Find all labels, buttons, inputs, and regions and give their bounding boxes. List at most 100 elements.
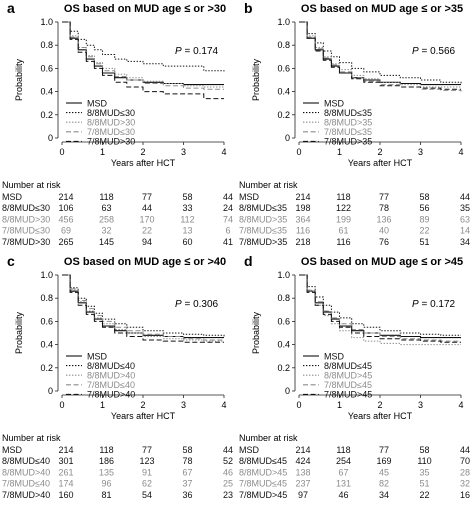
risk-value: 77: [142, 192, 152, 202]
risk-value: 37: [182, 479, 192, 489]
legend-label: 8/8MUD≤40: [87, 361, 135, 371]
risk-value: 63: [101, 203, 111, 213]
risk-value: 16: [460, 490, 470, 500]
x-tick-label: 2: [140, 147, 145, 157]
risk-value: 23: [223, 490, 233, 500]
legend-label: MSD: [324, 351, 345, 361]
y-tick-label: 0.4: [277, 340, 290, 350]
risk-value: 61: [338, 226, 348, 236]
risk-value: 106: [58, 203, 73, 213]
risk-value: 123: [139, 456, 154, 466]
risk-value: 77: [379, 445, 389, 455]
y-tick-label: 0.2: [277, 110, 290, 120]
risk-value: 135: [99, 467, 114, 477]
risk-value: 118: [99, 192, 113, 202]
x-tick-label: 2: [140, 400, 145, 410]
risk-value: 44: [142, 203, 152, 213]
legend-label: 7/8MUD>30: [87, 137, 135, 147]
risk-row-label: 8/8MUD>30: [2, 214, 50, 224]
risk-value: 40: [379, 226, 389, 236]
risk-value: 22: [419, 490, 429, 500]
y-tick-label: 0: [285, 133, 290, 143]
y-tick-label: 0: [285, 386, 290, 396]
risk-row-label: MSD: [2, 192, 23, 202]
p-value: P = 0.566: [412, 46, 456, 57]
risk-value: 46: [223, 467, 233, 477]
risk-value: 13: [182, 226, 192, 236]
risk-value: 76: [379, 237, 389, 247]
x-tick-label: 4: [221, 400, 226, 410]
y-tick-label: 0.8: [277, 293, 290, 303]
risk-value: 112: [180, 214, 194, 224]
series-line-5: [299, 21, 461, 90]
x-tick-label: 0: [59, 400, 64, 410]
risk-value: 78: [379, 203, 389, 213]
y-axis-label: Probability: [14, 58, 24, 101]
series-line-2: [62, 21, 225, 72]
y-tick-label: 0.4: [40, 340, 53, 350]
risk-value: 214: [58, 192, 73, 202]
x-tick-label: 1: [337, 147, 342, 157]
risk-value: 265: [58, 237, 73, 247]
risk-table-heading: Number at risk: [2, 180, 61, 190]
x-axis-label: Years after HCT: [111, 158, 176, 168]
risk-value: 56: [419, 203, 429, 213]
risk-value: 70: [460, 456, 470, 466]
y-tick-label: 1.0: [277, 17, 290, 27]
x-tick-label: 1: [100, 400, 105, 410]
risk-value: 32: [101, 226, 111, 236]
chart-title: OS based on MUD age ≤ or >35: [301, 3, 463, 15]
risk-value: 41: [223, 237, 233, 247]
legend-label: MSD: [87, 98, 108, 108]
risk-table-heading: Number at risk: [239, 180, 298, 190]
x-axis-label: Years after HCT: [348, 158, 413, 168]
risk-value: 45: [379, 467, 389, 477]
risk-value: 254: [336, 456, 351, 466]
risk-value: 116: [296, 226, 310, 236]
risk-value: 118: [336, 192, 350, 202]
risk-value: 77: [379, 192, 389, 202]
x-tick-label: 1: [337, 400, 342, 410]
series-line-5: [299, 274, 461, 343]
y-axis-label: Probability: [251, 58, 261, 101]
risk-value: 62: [142, 479, 152, 489]
risk-value: 60: [182, 237, 192, 247]
risk-value: 214: [295, 192, 310, 202]
chart-title: OS based on MUD age ≤ or >45: [301, 256, 463, 268]
risk-value: 25: [223, 479, 233, 489]
legend-label: 8/8MUD≤35: [324, 108, 372, 118]
p-value: P = 0.306: [175, 299, 219, 310]
risk-value: 301: [58, 456, 73, 466]
risk-value: 6: [225, 226, 230, 236]
risk-value: 51: [419, 237, 429, 247]
panel-letter: b: [244, 0, 253, 16]
x-tick-label: 1: [100, 147, 105, 157]
risk-value: 44: [460, 192, 470, 202]
x-tick-label: 2: [377, 147, 382, 157]
risk-row-label: 8/8MUD>45: [239, 467, 287, 477]
panel-d: d OS based on MUD age ≤ or >45 0 0.2 0.4 0.6 0…: [239, 253, 470, 500]
legend-label: MSD: [87, 351, 108, 361]
panel-b: b OS based on MUD age ≤ or >35 0 0.2 0.4 0.6 0…: [239, 0, 470, 247]
risk-value: 54: [142, 490, 152, 500]
series-line-3: [299, 21, 461, 88]
y-tick-label: 0.8: [40, 293, 53, 303]
y-tick-label: 0.8: [40, 40, 53, 50]
risk-row-label: 7/8MUD>45: [239, 490, 287, 500]
y-axis-label: Probability: [251, 311, 261, 354]
risk-value: 58: [182, 445, 192, 455]
risk-value: 69: [61, 226, 71, 236]
risk-value: 94: [142, 237, 152, 247]
risk-value: 44: [460, 445, 470, 455]
x-tick-label: 4: [458, 400, 463, 410]
panel-letter: d: [244, 253, 253, 269]
risk-value: 58: [419, 445, 429, 455]
risk-value: 186: [99, 456, 114, 466]
risk-value: 77: [142, 445, 152, 455]
panel-a: a OS based on MUD age ≤ or >30 0 0.2 0.4 0.6 0…: [2, 0, 233, 247]
risk-value: 36: [182, 490, 192, 500]
risk-value: 58: [182, 192, 192, 202]
legend-label: 7/8MUD≤45: [324, 380, 372, 390]
x-tick-label: 4: [221, 147, 226, 157]
legend-label: 8/8MUD≤45: [324, 361, 372, 371]
